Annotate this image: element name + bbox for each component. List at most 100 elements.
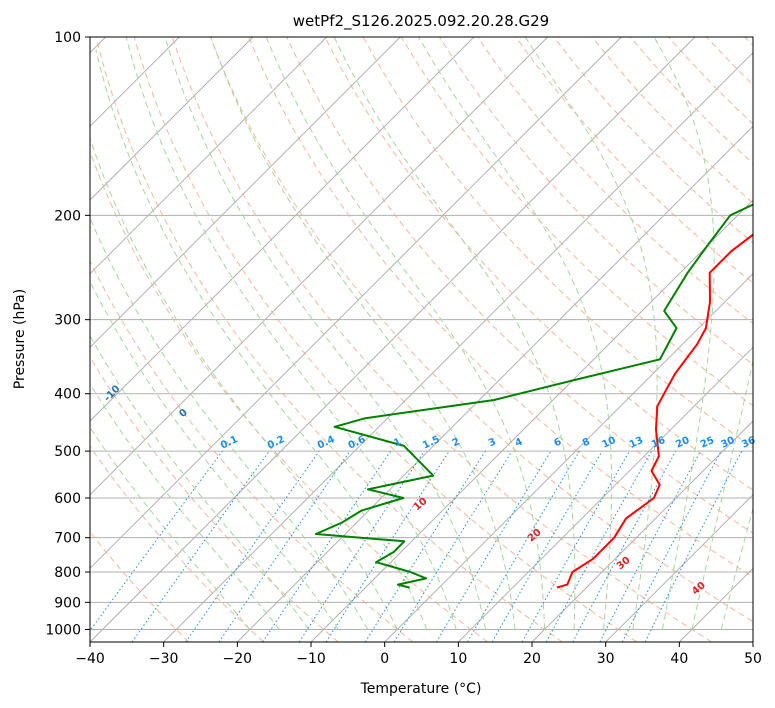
mixing-ratio-line (545, 450, 653, 642)
dry-adiabat (90, 259, 414, 642)
isotherm-line (678, 567, 753, 642)
dry-adiabat (744, 37, 753, 47)
mixing-ratio-label: 25 (699, 435, 716, 451)
dry-adiabat (286, 37, 753, 534)
chart-title: wetPf2_S126.2025.092.20.28.G29 (293, 12, 549, 31)
x-tick-label: −20 (223, 651, 253, 667)
x-tick-label: 50 (744, 651, 762, 667)
mixing-ratio-label: 4 (514, 436, 525, 449)
dry-adiabat (90, 356, 339, 642)
dewpoint-trace (314, 203, 753, 589)
isotherm-line (457, 346, 753, 642)
moist-adiabat (720, 506, 753, 630)
dry-adiabat (324, 37, 753, 491)
isotherm-line (163, 51, 753, 642)
mixing-ratio-label: 30 (719, 435, 736, 451)
dry-adiabat (515, 37, 753, 284)
isotherm-line (310, 199, 753, 642)
isotherm-line (605, 493, 753, 642)
mixing-ratio-line (572, 450, 677, 642)
mixing-ratio-label: 1.5 (421, 434, 442, 451)
isotherm-line (90, 37, 622, 570)
mixing-ratio-line (262, 450, 392, 642)
x-tick-label: 30 (597, 651, 615, 667)
x-axis-label: Temperature (°C) (360, 681, 482, 697)
mixing-ratio-line (435, 450, 552, 642)
y-tick-label: 700 (54, 531, 81, 547)
y-tick-label: 600 (54, 491, 81, 507)
dry-adiabat (95, 37, 563, 642)
dry-adiabat (133, 37, 638, 642)
moist-adiabat (164, 37, 487, 630)
mixing-ratio-label: 10 (600, 435, 617, 451)
dry-adiabat-label: 0 (177, 407, 190, 420)
x-tick-label: −10 (296, 651, 326, 667)
moist-adiabat (90, 382, 280, 630)
moist-adiabat (90, 216, 369, 630)
moist-adiabat (210, 37, 516, 630)
mixing-ratio-label: 16 (650, 435, 667, 451)
isotherm-line (90, 37, 475, 422)
dry-adiabat (90, 445, 264, 642)
moist-adiabat (691, 358, 753, 630)
mixing-ratio-line (393, 450, 513, 642)
isotherm-line (90, 37, 696, 642)
mixing-ratio-label: 36 (740, 435, 757, 451)
mixing-ratio-line (185, 450, 320, 642)
mixing-ratio-line (521, 450, 630, 642)
y-axis-label: Pressure (hPa) (12, 289, 28, 389)
mixing-ratio-label: 20 (674, 435, 691, 451)
background-lines (90, 37, 753, 642)
moist-adiabat (265, 37, 546, 630)
traces (314, 203, 753, 589)
mixing-ratio-line (131, 450, 270, 642)
line-labels: 0.1 0.2 0.4 0.6 1 1.5 2 3 4 6 8 10 13 16 20 25 30 36-1001… (102, 384, 757, 598)
dry-adiabat (90, 150, 488, 642)
axes: −40 −30 −20 −10 0 10 20 30 40 5010020030040050060… (45, 30, 762, 667)
mixing-ratio-line (298, 450, 425, 642)
dry-adiabat (171, 37, 712, 642)
mixing-ratio-label: 3 (487, 436, 498, 449)
plot-frame (89, 36, 754, 643)
y-tick-label: 200 (54, 208, 81, 224)
isotherm-line (90, 37, 328, 275)
moist-adiabat (90, 136, 398, 630)
moist-adiabat (333, 37, 576, 630)
dry-adiabat (477, 37, 753, 325)
y-tick-label: 100 (54, 30, 81, 46)
dry-adiabat (210, 37, 753, 623)
x-tick-label: 20 (523, 651, 541, 667)
temperature-trace (556, 233, 753, 589)
dry-adiabat (591, 37, 753, 204)
mixing-ratio-line (364, 450, 486, 642)
mixing-ratio-label: 6 (552, 436, 563, 449)
mixing-ratio-line (325, 450, 450, 642)
x-tick-label: 10 (449, 651, 467, 667)
isotherm-line (236, 125, 753, 642)
dry-adiabat (668, 37, 753, 125)
mixing-ratio-label: 2 (451, 436, 462, 449)
y-tick-label: 300 (54, 313, 81, 329)
mixing-ratio-line (644, 450, 743, 642)
moist-adiabat (125, 37, 457, 630)
dry-adiabat (706, 37, 753, 86)
isotherm-line (90, 37, 549, 496)
y-tick-label: 500 (54, 444, 81, 460)
moist-adiabat-label: 20 (526, 527, 544, 544)
y-tick-label: 900 (54, 595, 81, 611)
y-tick-label: 1000 (45, 622, 81, 638)
dry-adiabat (248, 37, 753, 578)
mixing-ratio-label: 8 (581, 436, 592, 449)
dry-adiabat (90, 531, 190, 642)
isotherm-line (384, 272, 753, 642)
y-tick-label: 400 (54, 387, 81, 403)
x-tick-label: 40 (670, 651, 688, 667)
dry-adiabat-label: -10 (102, 384, 123, 405)
y-tick-label: 800 (54, 565, 81, 581)
moist-adiabat-label: 30 (615, 555, 633, 572)
moist-adiabat-label: 40 (690, 580, 708, 597)
moist-adiabat (418, 37, 613, 630)
moist-adiabat (95, 49, 428, 630)
x-tick-label: −40 (75, 651, 105, 667)
